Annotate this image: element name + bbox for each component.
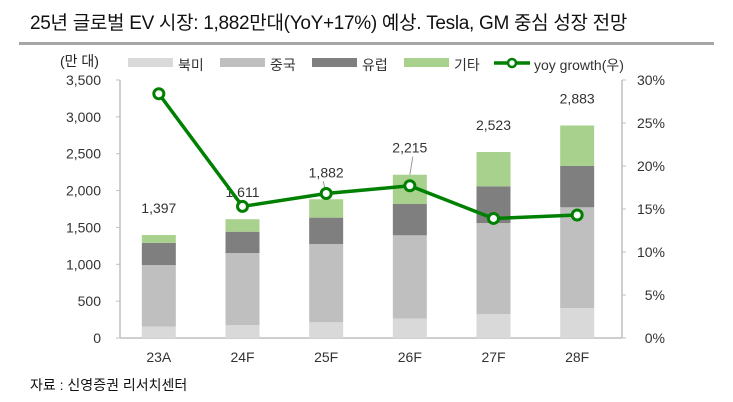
total-label: 1,882 <box>309 164 344 180</box>
yoy-point <box>319 187 333 201</box>
bar-중국 <box>476 223 511 314</box>
bar-유럽 <box>560 165 595 208</box>
x-tick-label: 28F <box>565 349 589 365</box>
legend-swatch-중국 <box>220 58 265 67</box>
legend-swatch-기타 <box>404 58 449 67</box>
chart-title: 25년 글로벌 EV 시장: 1,882만대(YoY+17%) 예상. Tesl… <box>30 13 628 34</box>
leader-line <box>409 156 414 175</box>
bar-유럽 <box>141 242 176 266</box>
bar-유럽 <box>392 203 427 236</box>
right-tick-label: 25% <box>637 115 665 131</box>
legend-swatch-북미 <box>128 58 173 67</box>
x-tick-label: 25F <box>314 349 338 365</box>
bar-기타 <box>309 199 344 218</box>
left-tick-label: 1,000 <box>66 256 101 272</box>
bar-유럽 <box>309 217 344 245</box>
yoy-point <box>236 199 249 213</box>
legend-label: 중국 <box>270 57 296 73</box>
right-tick-label: 0% <box>645 330 665 346</box>
x-tick-label: 24F <box>230 349 254 365</box>
bar-기타 <box>225 219 260 232</box>
bar-중국 <box>225 253 260 326</box>
left-tick-label: 2,500 <box>66 146 101 162</box>
bar-유럽 <box>225 231 260 254</box>
yoy-point <box>570 208 584 222</box>
bar-중국 <box>141 265 176 327</box>
legend-swatch-유럽 <box>312 58 357 67</box>
yoy-point <box>152 87 166 101</box>
right-tick-label: 30% <box>637 72 665 88</box>
left-tick-label: 3,000 <box>66 109 101 125</box>
left-tick-label: 0 <box>93 330 101 346</box>
legend-label: 유럽 <box>362 57 388 73</box>
yoy-point <box>487 211 500 225</box>
right-tick-label: 10% <box>637 244 665 260</box>
x-tick-label: 27F <box>481 349 505 365</box>
right-tick-label: 20% <box>637 158 665 174</box>
right-tick-label: 5% <box>645 287 665 303</box>
left-tick-label: 500 <box>78 293 102 309</box>
legend-label: 기타 <box>454 57 480 73</box>
total-label: 2,215 <box>392 140 427 156</box>
left-tick-label: 1,500 <box>66 219 101 235</box>
bar-중국 <box>560 207 595 308</box>
yoy-point <box>403 179 417 193</box>
yoy-line <box>157 92 578 221</box>
bar-중국 <box>392 235 427 319</box>
bar-북미 <box>141 326 176 338</box>
bar-기타 <box>560 125 595 166</box>
x-tick-label: 23A <box>146 349 172 365</box>
bar-북미 <box>309 322 344 338</box>
bar-중국 <box>309 244 344 323</box>
total-label: 2,523 <box>476 117 511 133</box>
left-unit-label: (만 대) <box>60 53 99 69</box>
right-tick-label: 15% <box>637 201 665 217</box>
bar-북미 <box>560 307 595 338</box>
bar-북미 <box>225 325 260 338</box>
left-tick-label: 3,500 <box>66 72 101 88</box>
title-divider <box>19 42 714 45</box>
left-tick-label: 2,000 <box>66 183 101 199</box>
legend-label: yoy growth(우) <box>534 57 624 73</box>
legend-line-marker <box>506 57 518 69</box>
bar-북미 <box>476 313 511 338</box>
bar-기타 <box>141 235 176 243</box>
total-label: 1,397 <box>141 200 176 216</box>
total-label: 2,883 <box>560 90 595 106</box>
legend-label: 북미 <box>178 57 204 73</box>
bar-북미 <box>392 318 427 338</box>
bar-기타 <box>476 152 511 187</box>
source-note: 자료 : 신영증권 리서치센터 <box>30 377 188 393</box>
x-tick-label: 26F <box>398 349 422 365</box>
